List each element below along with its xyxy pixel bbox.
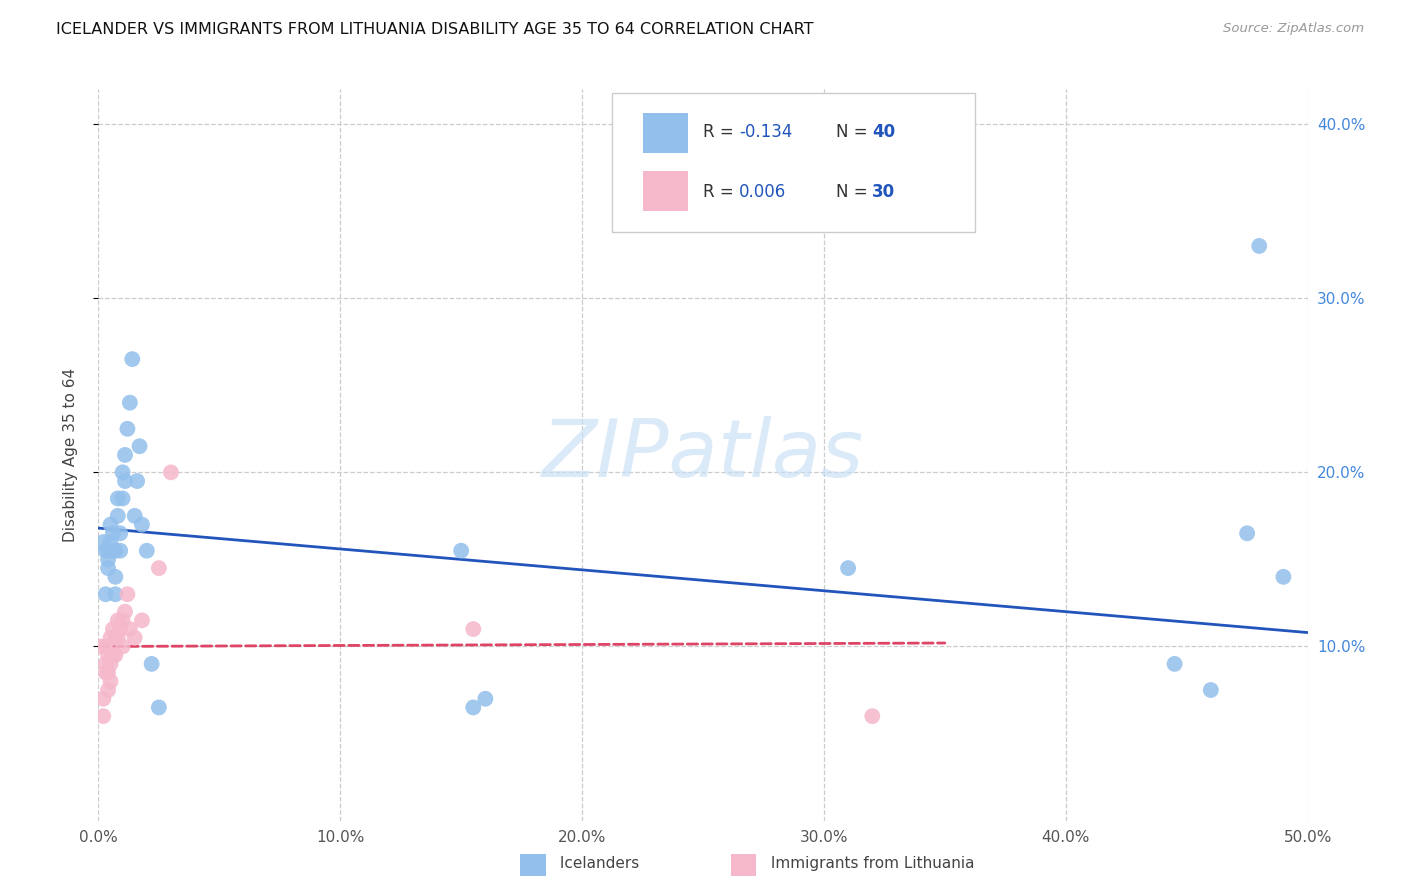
Text: 30: 30 xyxy=(872,183,896,201)
Text: Source: ZipAtlas.com: Source: ZipAtlas.com xyxy=(1223,22,1364,36)
Bar xyxy=(643,112,689,153)
Point xyxy=(100,517,122,532)
Point xyxy=(131,517,153,532)
Text: ICELANDER VS IMMIGRANTS FROM LITHUANIA DISABILITY AGE 35 TO 64 CORRELATION CHART: ICELANDER VS IMMIGRANTS FROM LITHUANIA D… xyxy=(56,22,814,37)
Text: R =: R = xyxy=(703,123,740,141)
Point xyxy=(463,622,485,636)
Text: 40: 40 xyxy=(872,123,896,141)
Point xyxy=(117,422,139,436)
Point xyxy=(148,700,170,714)
Point xyxy=(94,657,117,671)
Point xyxy=(124,631,146,645)
Text: -0.134: -0.134 xyxy=(740,123,793,141)
Point xyxy=(101,622,124,636)
Point xyxy=(121,352,143,367)
Point xyxy=(127,474,149,488)
Point xyxy=(148,561,170,575)
Point xyxy=(160,466,183,480)
Point xyxy=(97,552,120,566)
Text: 0.006: 0.006 xyxy=(740,183,786,201)
Point xyxy=(463,700,485,714)
Point xyxy=(111,491,134,506)
Point xyxy=(104,543,127,558)
Point xyxy=(1163,657,1185,671)
Point xyxy=(141,657,163,671)
Text: N =: N = xyxy=(837,183,873,201)
Point xyxy=(100,674,122,689)
Point xyxy=(97,665,120,680)
Point xyxy=(101,543,124,558)
Point xyxy=(108,543,131,558)
Point xyxy=(118,395,141,409)
Point xyxy=(107,508,129,523)
Point xyxy=(94,665,117,680)
Point xyxy=(108,526,131,541)
Point xyxy=(135,543,157,558)
Point xyxy=(101,526,124,541)
Text: ZIPatlas: ZIPatlas xyxy=(541,416,865,494)
Point xyxy=(107,491,129,506)
Point xyxy=(107,613,129,627)
Y-axis label: Disability Age 35 to 64: Disability Age 35 to 64 xyxy=(63,368,77,542)
Point xyxy=(114,605,136,619)
Point xyxy=(100,535,122,549)
Point xyxy=(128,439,150,453)
Point xyxy=(100,631,122,645)
Point xyxy=(114,448,136,462)
Point xyxy=(104,648,127,663)
Point xyxy=(111,613,134,627)
Point xyxy=(118,622,141,636)
Point xyxy=(114,474,136,488)
Text: R =: R = xyxy=(703,183,740,201)
Point xyxy=(1236,526,1258,541)
Point xyxy=(90,640,112,654)
Text: Immigrants from Lithuania: Immigrants from Lithuania xyxy=(766,856,974,871)
Point xyxy=(97,561,120,575)
Point xyxy=(97,648,120,663)
Point xyxy=(131,613,153,627)
Point xyxy=(94,543,117,558)
Point xyxy=(104,570,127,584)
Point xyxy=(100,657,122,671)
Point xyxy=(111,466,134,480)
Point xyxy=(450,543,472,558)
Point xyxy=(91,709,114,723)
Bar xyxy=(643,171,689,211)
Text: Icelanders: Icelanders xyxy=(555,856,640,871)
Point xyxy=(101,648,124,663)
Point xyxy=(1199,683,1222,698)
Point xyxy=(91,535,114,549)
Point xyxy=(104,631,127,645)
Point xyxy=(94,587,117,601)
FancyBboxPatch shape xyxy=(613,93,976,232)
Point xyxy=(91,691,114,706)
Point xyxy=(111,640,134,654)
Point xyxy=(97,543,120,558)
Point xyxy=(97,683,120,698)
Point xyxy=(1249,239,1271,253)
Point xyxy=(117,587,139,601)
Point xyxy=(474,691,496,706)
Point xyxy=(94,640,117,654)
Text: N =: N = xyxy=(837,123,873,141)
Point xyxy=(1272,570,1295,584)
Point xyxy=(124,508,146,523)
Point xyxy=(104,587,127,601)
Point xyxy=(108,622,131,636)
Point xyxy=(860,709,883,723)
Point xyxy=(837,561,859,575)
Point xyxy=(107,631,129,645)
